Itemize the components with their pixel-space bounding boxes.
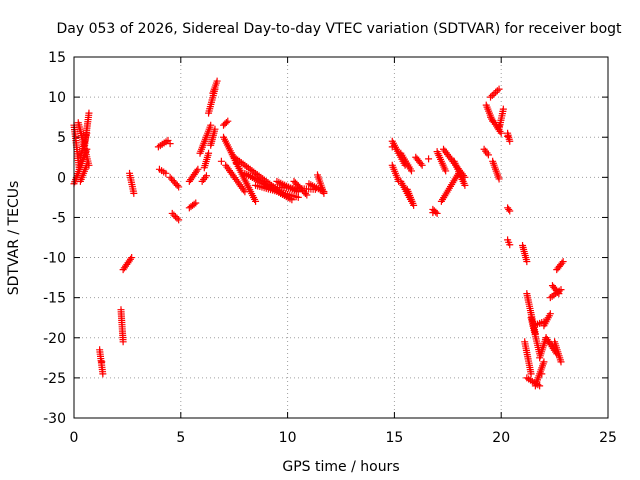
data-point bbox=[162, 169, 170, 177]
data-point bbox=[388, 143, 396, 151]
data-point bbox=[493, 87, 501, 95]
data-point bbox=[506, 241, 514, 249]
x-axis-label: GPS time / hours bbox=[282, 459, 399, 475]
data-point bbox=[130, 189, 138, 197]
data-point bbox=[527, 370, 535, 378]
data-point bbox=[211, 125, 219, 133]
data-point bbox=[175, 216, 183, 224]
data-point bbox=[540, 358, 548, 366]
data-point bbox=[213, 77, 221, 85]
x-tick-label: 5 bbox=[176, 430, 185, 446]
chart-title: Day 053 of 2026, Sidereal Day-to-day VTE… bbox=[56, 21, 622, 37]
data-point bbox=[499, 105, 507, 113]
data-point bbox=[207, 121, 215, 129]
y-tick-label: -5 bbox=[52, 210, 66, 226]
data-point bbox=[173, 181, 181, 189]
y-tick-label: -25 bbox=[43, 371, 66, 387]
data-point bbox=[554, 288, 562, 296]
data-point bbox=[442, 167, 450, 175]
data-point bbox=[495, 122, 503, 130]
data-point bbox=[217, 157, 225, 165]
data-point bbox=[241, 188, 249, 196]
data-point bbox=[232, 160, 240, 168]
data-point bbox=[505, 205, 513, 213]
data-point bbox=[488, 92, 496, 100]
data-point bbox=[484, 151, 492, 159]
data-point bbox=[557, 358, 565, 366]
data-point bbox=[128, 254, 136, 262]
y-tick-label: 5 bbox=[57, 130, 66, 146]
data-point bbox=[429, 209, 437, 217]
data-point bbox=[205, 149, 213, 157]
x-tick-label: 20 bbox=[492, 430, 510, 446]
data-point bbox=[301, 189, 309, 197]
x-tick-label: 15 bbox=[385, 430, 403, 446]
data-point bbox=[99, 370, 107, 378]
data-point bbox=[202, 172, 210, 180]
data-point bbox=[224, 117, 232, 125]
data-point bbox=[407, 167, 415, 175]
data-point bbox=[546, 310, 554, 318]
data-point bbox=[492, 88, 500, 96]
data-point bbox=[98, 358, 106, 366]
data-point bbox=[303, 191, 311, 199]
data-point bbox=[506, 207, 514, 215]
data-point bbox=[193, 167, 201, 175]
data-point bbox=[126, 255, 134, 263]
data-point bbox=[222, 119, 230, 127]
data-point bbox=[523, 258, 531, 266]
data-point bbox=[461, 181, 469, 189]
data-point bbox=[433, 209, 441, 217]
data-point bbox=[487, 93, 495, 101]
data-point bbox=[495, 85, 503, 93]
grid-lines bbox=[74, 57, 608, 418]
x-tick-label: 25 bbox=[599, 430, 617, 446]
data-point bbox=[495, 175, 503, 183]
x-tick-label: 0 bbox=[70, 430, 79, 446]
data-point bbox=[171, 213, 179, 221]
plot-frame bbox=[73, 56, 609, 419]
y-tick-label: -15 bbox=[43, 291, 66, 307]
data-point bbox=[417, 160, 425, 168]
data-point bbox=[320, 189, 328, 197]
data-point bbox=[170, 211, 178, 219]
data-point bbox=[194, 165, 202, 173]
y-tick-label: -20 bbox=[43, 331, 66, 347]
data-point bbox=[504, 132, 512, 140]
data-point bbox=[490, 90, 498, 98]
data-points bbox=[70, 77, 567, 390]
y-axis-label: SDTVAR / TECUs bbox=[6, 181, 22, 296]
y-tick-label: -30 bbox=[43, 411, 66, 427]
y-tick-label: -10 bbox=[43, 251, 66, 267]
data-point bbox=[425, 155, 433, 163]
data-point bbox=[166, 140, 174, 148]
axis-ticks: 0 5 10 15 20 25 15 10 5 0 -5 -10 -15 -20 -25 -30 bbox=[43, 50, 617, 446]
x-tick-label: 10 bbox=[279, 430, 297, 446]
data-point bbox=[252, 197, 260, 205]
y-tick-label: 10 bbox=[48, 90, 66, 106]
data-point bbox=[85, 109, 93, 117]
data-point bbox=[418, 161, 426, 169]
data-point bbox=[506, 137, 514, 145]
data-point bbox=[175, 183, 183, 191]
data-point bbox=[497, 129, 505, 137]
data-point bbox=[173, 214, 181, 222]
data-point bbox=[190, 200, 198, 208]
data-point bbox=[119, 338, 127, 346]
data-point bbox=[410, 201, 418, 209]
data-point bbox=[559, 258, 567, 266]
y-tick-label: 15 bbox=[48, 50, 66, 66]
y-tick-label: 0 bbox=[57, 170, 66, 186]
data-point bbox=[558, 259, 566, 267]
data-point bbox=[168, 209, 176, 217]
data-point bbox=[83, 161, 91, 169]
data-point bbox=[192, 199, 200, 207]
data-point bbox=[538, 370, 546, 378]
data-point bbox=[555, 290, 563, 298]
